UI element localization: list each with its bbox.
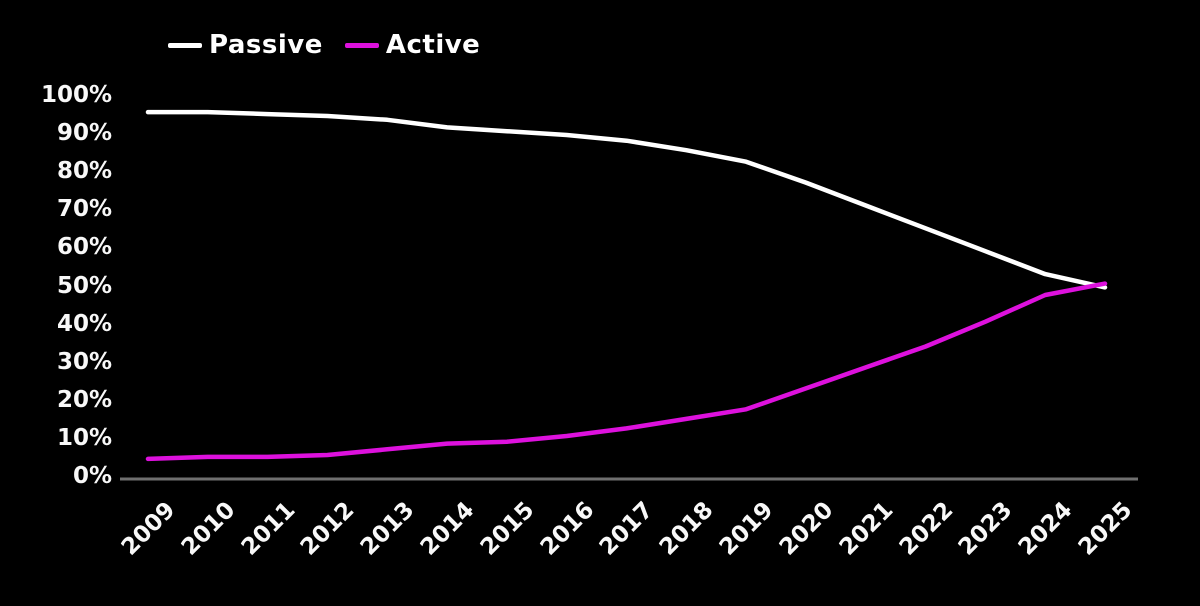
y-axis-tick-label: 70%	[56, 196, 112, 223]
legend-label-active: Active	[385, 30, 481, 60]
legend-item-passive: Passive	[168, 30, 323, 60]
y-axis-tick-label: 10%	[56, 424, 112, 451]
y-axis-tick-label: 60%	[56, 234, 112, 261]
legend-label-passive: Passive	[209, 30, 323, 60]
y-axis-tick-label: 40%	[56, 310, 112, 337]
active-line	[145, 281, 1108, 462]
active-line-swatch	[344, 42, 379, 48]
y-axis-tick-label: 20%	[56, 386, 112, 413]
y-axis-tick-label: 80%	[56, 158, 112, 185]
y-axis-tick-label: 0%	[72, 463, 112, 489]
y-axis-tick-label: 100%	[40, 82, 112, 108]
passive-line-swatch	[168, 42, 202, 48]
y-axis-tick-label: 30%	[56, 348, 112, 375]
chart-legend: Passive Active	[168, 30, 480, 60]
y-axis-tick-label: 50%	[56, 272, 112, 299]
passive-line	[145, 109, 1108, 290]
legend-item-active: Active	[344, 30, 481, 60]
y-axis-tick-label: 90%	[56, 120, 112, 147]
